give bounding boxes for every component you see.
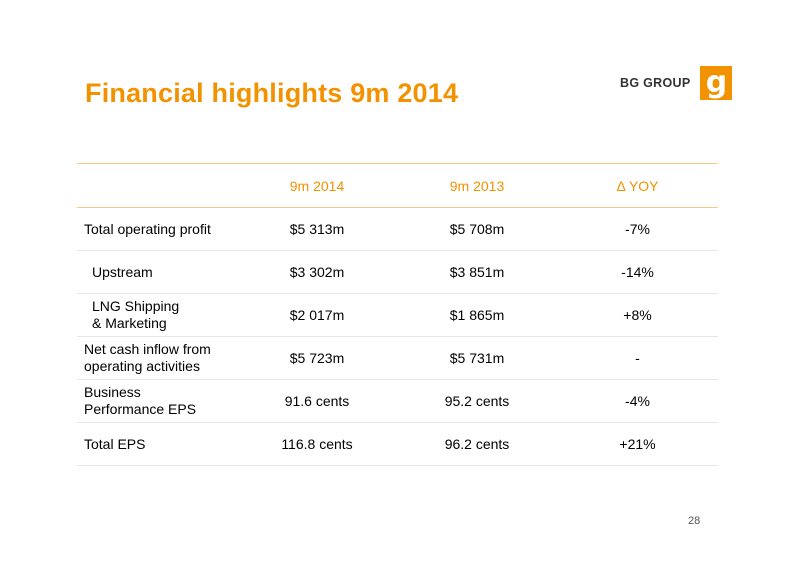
row-label: Upstream xyxy=(77,250,237,294)
value-9m-2014: 116.8 cents xyxy=(237,422,397,466)
table-row: Total EPS 116.8 cents 96.2 cents +21% xyxy=(77,422,718,466)
value-9m-2014: $5 313m xyxy=(237,207,397,251)
value-yoy: -7% xyxy=(557,207,718,251)
row-label-line: Total operating profit xyxy=(84,220,211,237)
bg-logo-mark-icon: g xyxy=(700,66,733,100)
header-delta-yoy: Δ YOY xyxy=(557,163,718,208)
header-9m-2014: 9m 2014 xyxy=(237,163,397,208)
row-label: Total EPS xyxy=(77,422,237,466)
value-9m-2013: $3 851m xyxy=(397,250,557,294)
value-9m-2014: $2 017m xyxy=(237,293,397,337)
table-header-row: 9m 2014 9m 2013 Δ YOY xyxy=(77,163,718,208)
value-9m-2013: $1 865m xyxy=(397,293,557,337)
row-label-line: & Marketing xyxy=(92,315,167,331)
row-label: Business Performance EPS xyxy=(77,379,237,423)
row-label: LNG Shipping & Marketing xyxy=(77,293,237,337)
row-label-line: LNG Shipping xyxy=(92,298,180,314)
table-row: Upstream $3 302m $3 851m -14% xyxy=(77,250,718,294)
page-number: 28 xyxy=(688,515,701,527)
value-9m-2013: $5 708m xyxy=(397,207,557,251)
value-yoy: +8% xyxy=(557,293,718,337)
table-row: Business Performance EPS 91.6 cents 95.2 … xyxy=(77,379,718,423)
row-label-line: Performance EPS xyxy=(84,401,197,417)
page-title: Financial highlights 9m 2014 xyxy=(85,78,459,108)
row-label-line: Business xyxy=(84,384,141,400)
value-9m-2013: 95.2 cents xyxy=(397,379,557,423)
row-label-line: Upstream xyxy=(92,263,153,280)
financial-highlights-table: 9m 2014 9m 2013 Δ YOY Total operating pr… xyxy=(77,163,718,466)
value-9m-2014: $5 723m xyxy=(237,336,397,380)
value-yoy: -4% xyxy=(557,379,718,423)
table-row: Net cash inflow from operating activities… xyxy=(77,336,718,380)
value-9m-2014: $3 302m xyxy=(237,250,397,294)
value-yoy: +21% xyxy=(557,422,718,466)
table-row: Total operating profit $5 313m $5 708m -… xyxy=(77,207,718,251)
header-9m-2013: 9m 2013 xyxy=(397,163,557,208)
logo-text: BG GROUP xyxy=(620,76,691,90)
table-row: LNG Shipping & Marketing $2 017m $1 865m … xyxy=(77,293,718,337)
header-label-cell xyxy=(77,163,237,208)
value-yoy: -14% xyxy=(557,250,718,294)
value-9m-2014: 91.6 cents xyxy=(237,379,397,423)
value-9m-2013: 96.2 cents xyxy=(397,422,557,466)
row-label-line: operating activities xyxy=(84,358,200,374)
value-yoy: - xyxy=(557,336,718,380)
row-label: Total operating profit xyxy=(77,207,237,251)
row-label-line: Net cash inflow from xyxy=(84,341,211,357)
value-9m-2013: $5 731m xyxy=(397,336,557,380)
row-label: Net cash inflow from operating activities xyxy=(77,336,237,380)
bg-group-logo: BG GROUP g xyxy=(620,66,733,100)
row-label-line: Total EPS xyxy=(84,435,146,452)
